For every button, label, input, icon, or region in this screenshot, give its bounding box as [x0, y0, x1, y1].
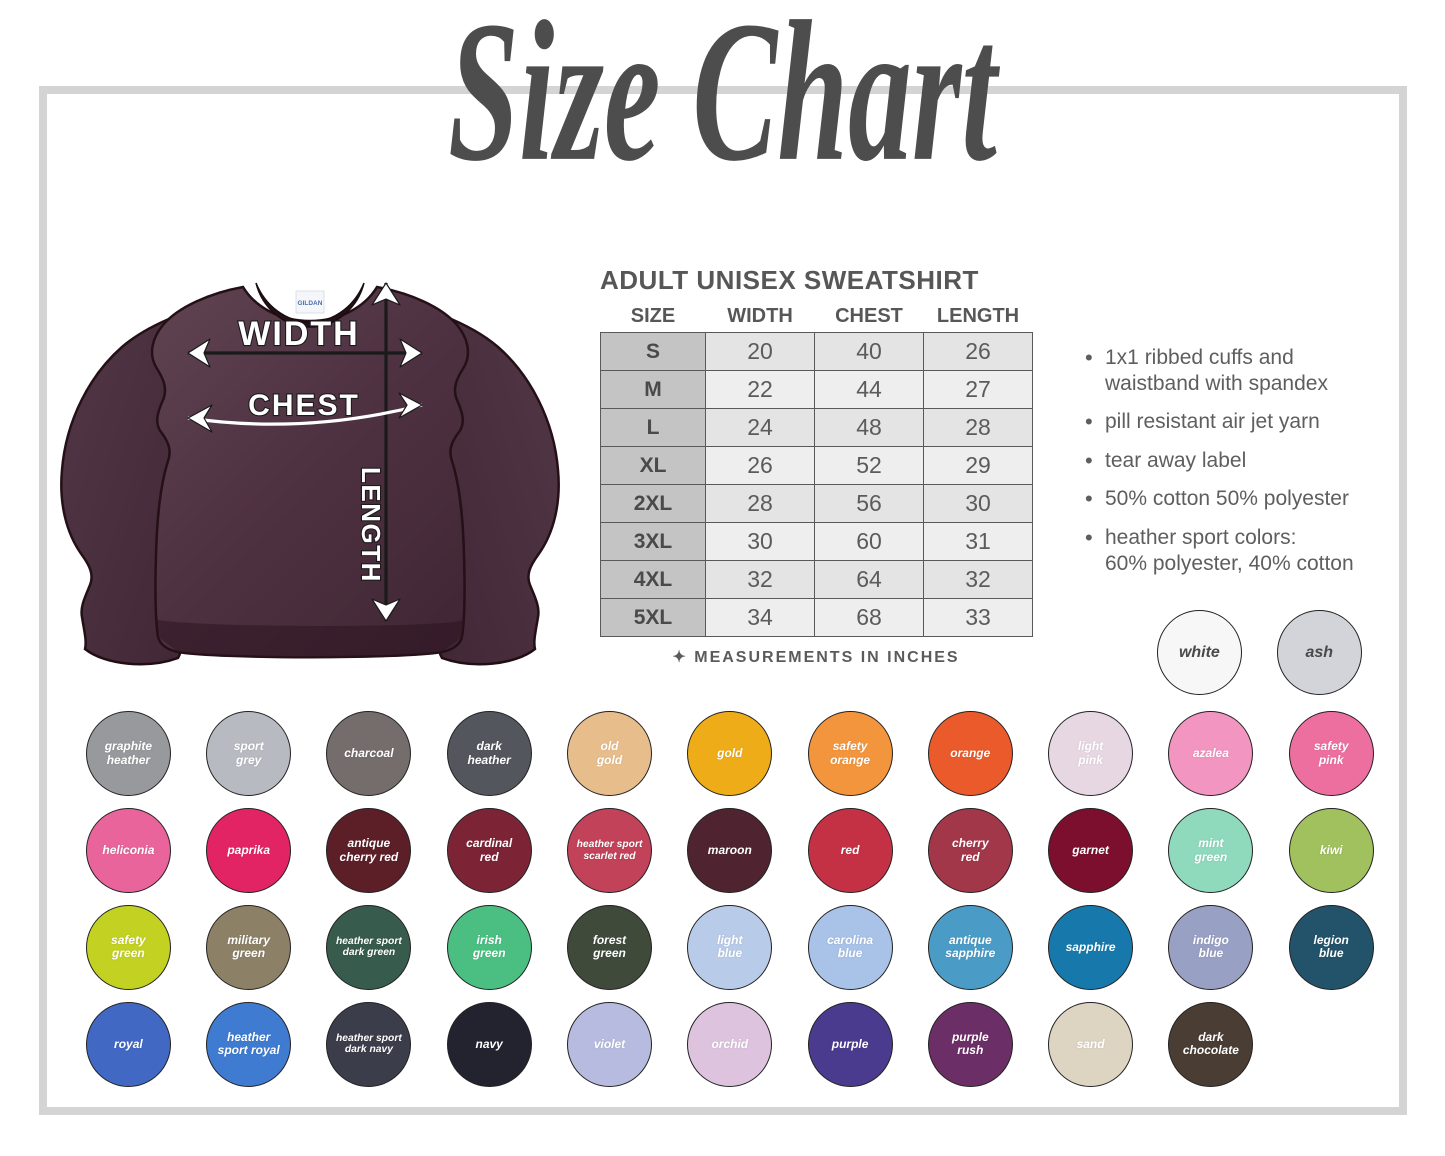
- svg-text:WIDTH: WIDTH: [238, 315, 359, 353]
- svg-text:CHEST: CHEST: [248, 389, 360, 422]
- svg-text:GILDAN: GILDAN: [298, 300, 323, 307]
- svg-text:LENGTH: LENGTH: [356, 467, 386, 583]
